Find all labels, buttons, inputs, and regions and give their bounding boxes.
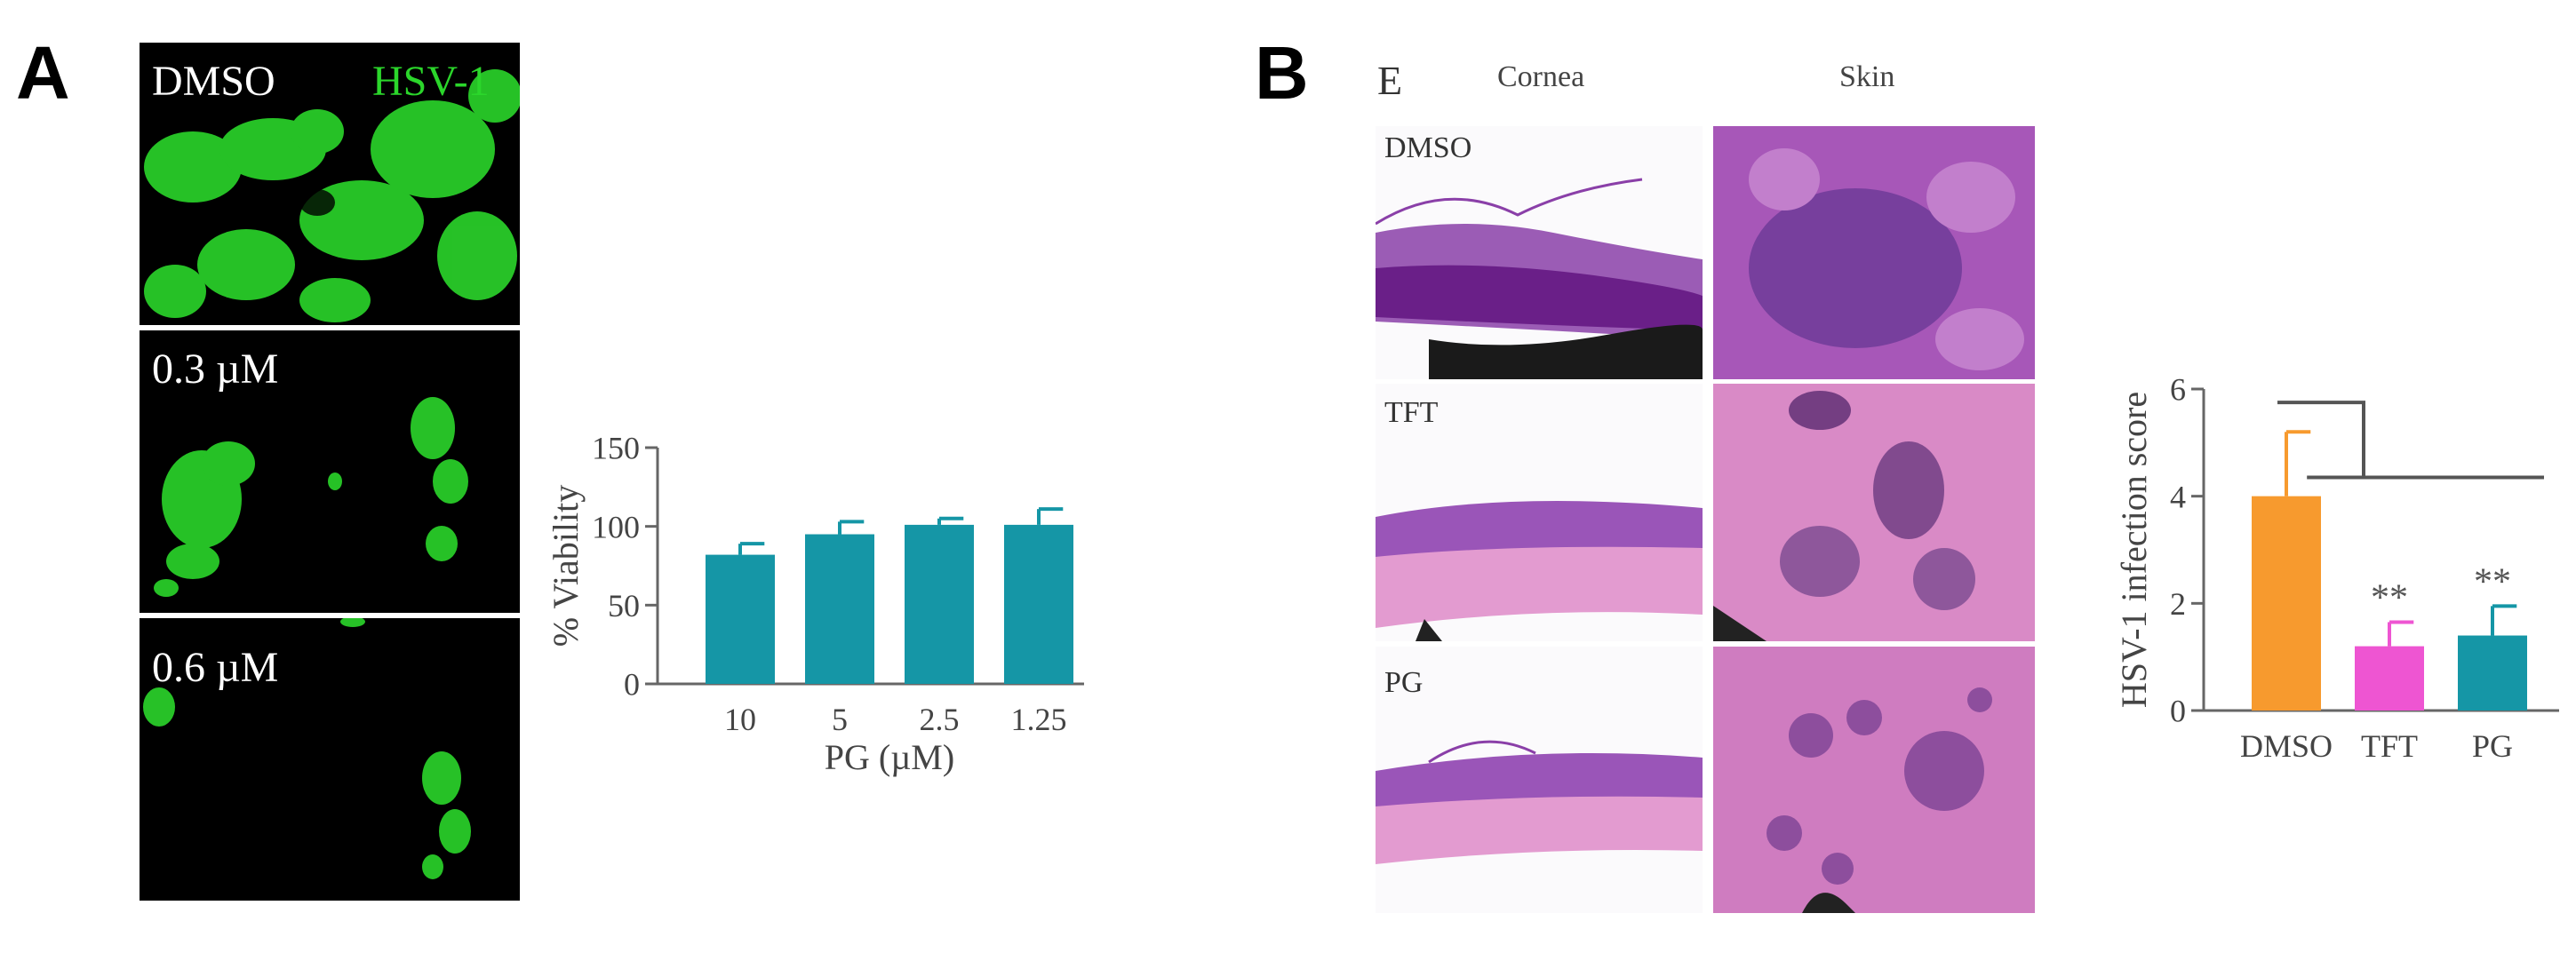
histology-skin-pg (1713, 647, 2035, 913)
panel-a-letter: A (16, 31, 70, 115)
fluorescence-texture-dmso (144, 69, 520, 322)
histology-skin-dmso (1713, 126, 2035, 379)
histology-texture-cornea-dmso (1376, 178, 1703, 379)
histology-texture-cornea-pg (1376, 740, 1703, 864)
fluorescence-image-0-3um: 0.3 µM (140, 330, 520, 613)
y-tick-label: 150 (592, 431, 640, 466)
row-label-tft: TFT (1384, 396, 1439, 429)
image-label-0-3um: 0.3 µM (152, 345, 279, 393)
x-tick-label: 1.25 (1011, 702, 1067, 737)
significance-marker: ** (2371, 577, 2408, 618)
image-label-hsv1: HSV-1 (372, 58, 490, 105)
histology-texture-skin-pg (1767, 687, 1992, 913)
y-tick-label: 2 (2170, 586, 2186, 622)
bar (2252, 496, 2321, 711)
y-tick-label: 100 (592, 509, 640, 544)
x-tick-label: PG (2472, 728, 2513, 764)
fluorescence-image-dmso: DMSO HSV-1 (140, 43, 520, 325)
histology-cornea-dmso (1376, 126, 1703, 379)
viability-chart: 0 50 100 150% Viability 10 5 2.5 1.25 PG (µM) (546, 431, 1084, 777)
row-label-pg: PG (1384, 666, 1424, 699)
bar (905, 524, 974, 684)
histology-texture-cornea-tft (1376, 501, 1703, 641)
bar (805, 534, 874, 684)
fluorescence-image-0-6um: 0.6 µM (140, 618, 520, 901)
x-tick-label: DMSO (2240, 728, 2333, 764)
y-axis-label: % Viability (546, 485, 586, 647)
column-header-cornea: Cornea (1497, 60, 1585, 93)
x-axis-label: PG (µM) (825, 737, 954, 777)
x-tick-label: 10 (724, 702, 756, 737)
y-tick-label: 0 (624, 667, 640, 703)
x-tick-label: 5 (832, 702, 848, 737)
panel-b-letter: B (1255, 31, 1309, 115)
histology-skin-tft (1713, 384, 2035, 641)
infection-score-chart: 0 2 4 6 HSV-1 infection score DMSO TFT ** PG ** (2114, 372, 2559, 764)
bar (2458, 635, 2527, 711)
y-tick-label: 50 (608, 588, 640, 623)
row-label-dmso: DMSO (1384, 131, 1472, 164)
image-label-0-6um: 0.6 µM (152, 644, 279, 691)
y-tick-label: 0 (2170, 694, 2186, 729)
column-header-skin: Skin (1839, 60, 1895, 93)
y-tick-label: 6 (2170, 372, 2186, 408)
histology-texture-skin-tft (1713, 391, 1975, 641)
bar (706, 554, 775, 684)
bar (1004, 524, 1073, 684)
histology-cornea-tft (1376, 384, 1703, 641)
fluorescence-texture-0-3um (154, 397, 468, 597)
image-label-dmso: DMSO (152, 58, 275, 105)
y-tick-label: 4 (2170, 479, 2186, 514)
x-tick-label: TFT (2361, 728, 2418, 764)
sub-panel-letter: E (1377, 58, 1403, 103)
x-tick-label: 2.5 (920, 702, 960, 737)
y-axis-label: HSV-1 infection score (2114, 392, 2154, 708)
bar (2355, 646, 2424, 711)
significance-bracket (2277, 401, 2365, 478)
histology-cornea-pg (1376, 647, 1703, 913)
histology-texture-skin-dmso (1749, 148, 2024, 370)
fluorescence-texture-0-6um (143, 618, 471, 879)
significance-marker: ** (2474, 561, 2511, 602)
